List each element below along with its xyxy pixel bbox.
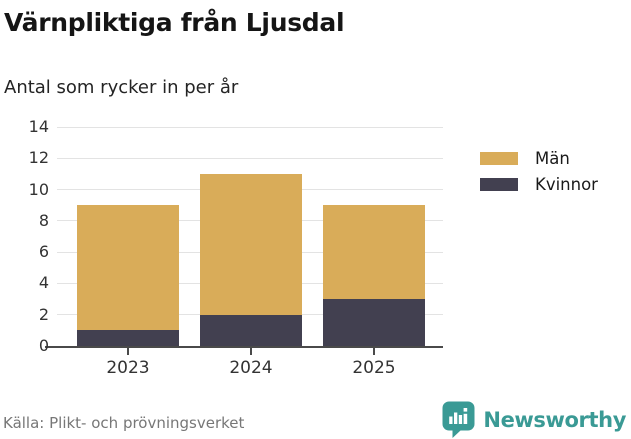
y-axis-zero-tick <box>45 346 57 348</box>
gridline-y12 <box>57 157 443 159</box>
x-axis-tick <box>373 348 375 355</box>
legend-label: Kvinnor <box>535 175 598 194</box>
bar-2025-man <box>323 205 425 300</box>
legend-swatch <box>480 152 518 165</box>
legend-item-kvinnor: Kvinnor <box>480 175 598 194</box>
y-axis-tick-label: 14 <box>28 117 49 136</box>
x-axis-label: 2024 <box>229 358 273 378</box>
y-axis-tick-label: 8 <box>38 210 49 230</box>
newsworthy-logo: Newsworthy <box>442 401 626 438</box>
bar-2023-kvinnor <box>77 330 179 346</box>
brand-name: Newsworthy <box>483 407 626 432</box>
bar-2023-man <box>77 205 179 331</box>
x-axis-label: 2025 <box>352 358 396 378</box>
y-axis-tick-label: 10 <box>28 179 49 199</box>
legend-swatch <box>480 178 518 191</box>
y-axis-tick-label: 2 <box>38 304 49 324</box>
source-note: Källa: Plikt- och prövningsverket <box>3 414 245 432</box>
y-axis-tick-label: 0 <box>38 336 49 355</box>
x-axis-label: 2023 <box>106 358 150 378</box>
x-axis-tick <box>250 348 252 355</box>
bar-2024-man <box>200 173 302 315</box>
newsworthy-speech-bubble-bar-chart-icon <box>442 401 475 438</box>
bar-2024-kvinnor <box>200 314 302 346</box>
chart-subtitle: Antal som rycker in per år <box>4 77 239 98</box>
legend-item-man: Män <box>480 149 598 168</box>
y-axis-tick-label: 4 <box>38 273 49 293</box>
legend-label: Män <box>535 149 570 168</box>
legend: Män Kvinnor <box>480 149 598 201</box>
x-axis-tick <box>127 348 129 355</box>
bar-2025-kvinnor <box>323 299 425 346</box>
y-axis-tick-label: 6 <box>38 242 49 262</box>
chart-title: Värnpliktiga från Ljusdal <box>4 8 345 37</box>
y-axis-tick-label: 12 <box>28 148 49 168</box>
gridline-y14 <box>57 126 443 128</box>
plot-area: 0 2 4 6 8 10 12 14 2023 2024 2025 <box>29 119 443 378</box>
